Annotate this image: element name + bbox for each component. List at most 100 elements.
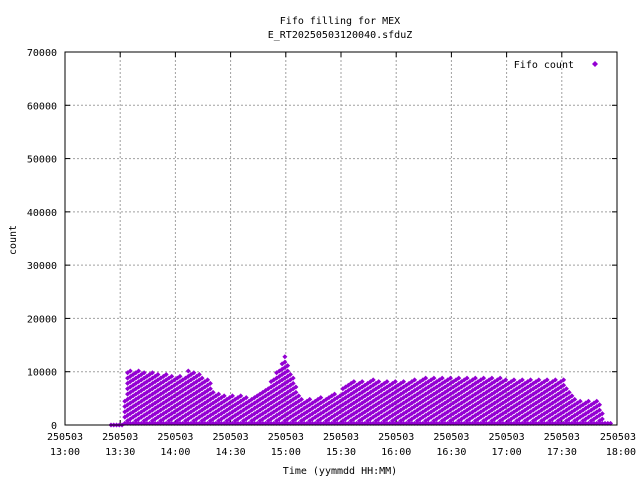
- data-point: [497, 375, 503, 381]
- data-point: [392, 379, 398, 385]
- data-point: [196, 372, 202, 378]
- x-tick-label: 14:30: [216, 447, 246, 458]
- x-tick-label: 250503: [433, 432, 469, 443]
- data-point: [503, 377, 509, 383]
- data-point: [293, 384, 299, 390]
- y-tick-label: 70000: [27, 48, 57, 59]
- x-tick-label: 250503: [213, 432, 249, 443]
- data-point: [464, 375, 470, 381]
- legend-label: Fifo count: [514, 60, 574, 71]
- data-point: [243, 395, 249, 401]
- data-point: [141, 370, 147, 376]
- x-tick-label: 250503: [600, 432, 636, 443]
- data-point: [351, 379, 357, 385]
- x-tick-label: 250503: [268, 432, 304, 443]
- x-tick-label: 14:00: [160, 447, 190, 458]
- data-point: [127, 368, 133, 374]
- data-point: [489, 375, 495, 381]
- x-tick-label: 250503: [489, 432, 525, 443]
- y-tick-label: 40000: [27, 208, 57, 219]
- data-point: [376, 379, 382, 385]
- data-point: [199, 375, 205, 381]
- data-point: [169, 373, 175, 379]
- x-tick-label: 17:00: [492, 447, 522, 458]
- y-tick-label: 30000: [27, 261, 57, 272]
- y-tick-label: 0: [51, 421, 57, 432]
- data-point: [136, 368, 142, 374]
- data-point: [599, 416, 605, 422]
- data-point: [290, 375, 296, 381]
- data-point: [384, 379, 390, 385]
- data-point: [205, 377, 211, 383]
- data-point: [207, 386, 213, 392]
- data-point: [177, 373, 183, 379]
- data-point: [447, 375, 453, 381]
- x-tick-label: 16:00: [381, 447, 411, 458]
- x-tick-label: 250503: [378, 432, 414, 443]
- data-point: [210, 389, 216, 395]
- data-point: [561, 377, 567, 383]
- data-point: [282, 359, 288, 365]
- data-point: [296, 393, 302, 399]
- plot-frame: [64, 51, 618, 426]
- data-point: [577, 398, 583, 404]
- data-point: [566, 389, 572, 395]
- data-point: [370, 377, 376, 383]
- x-tick-label: 250503: [47, 432, 83, 443]
- data-point: [229, 393, 235, 399]
- data-point: [307, 396, 313, 402]
- y-tick-label: 50000: [27, 155, 57, 166]
- x-tick-label: 16:30: [436, 447, 466, 458]
- x-tick-label: 13:30: [105, 447, 135, 458]
- data-point: [597, 402, 603, 408]
- data-point: [285, 368, 291, 374]
- data-point: [563, 386, 569, 392]
- x-tick-label: 17:30: [547, 447, 577, 458]
- chart-title-line2: E_RT20250503120040.sfduZ: [268, 30, 413, 41]
- data-point: [544, 377, 550, 383]
- x-tick-label: 250503: [544, 432, 580, 443]
- x-tick-label: 250503: [323, 432, 359, 443]
- x-tick-label: 15:00: [271, 447, 301, 458]
- x-tick-label: 250503: [102, 432, 138, 443]
- data-point: [285, 363, 291, 369]
- chart-title-line1: Fifo filling for MEX: [280, 16, 400, 27]
- data-point: [519, 377, 525, 383]
- data-point: [238, 393, 244, 399]
- grid-lines: [65, 52, 617, 425]
- data-point: [318, 395, 324, 401]
- data-point: [298, 396, 304, 402]
- data-point: [456, 375, 462, 381]
- data-point: [287, 372, 293, 378]
- y-tick-label: 10000: [27, 368, 57, 379]
- data-point: [431, 375, 437, 381]
- x-tick-label: 18:00: [606, 447, 636, 458]
- data-point: [207, 380, 213, 386]
- data-point: [155, 372, 161, 378]
- data-point: [149, 370, 155, 376]
- legend-marker: [592, 61, 598, 67]
- data-point: [191, 370, 197, 376]
- data-point: [439, 375, 445, 381]
- data-point: [359, 379, 365, 385]
- y-tick-label: 60000: [27, 101, 57, 112]
- data-point: [163, 372, 169, 378]
- data-point: [572, 396, 578, 402]
- x-tick-label: 13:00: [50, 447, 80, 458]
- data-point: [585, 398, 591, 404]
- y-tick-label: 20000: [27, 314, 57, 325]
- series-fifo-count: [108, 354, 614, 428]
- data-point: [561, 382, 567, 388]
- data-point: [528, 377, 534, 383]
- data-point: [423, 375, 429, 381]
- data-point: [552, 377, 558, 383]
- data-point: [290, 380, 296, 386]
- data-point: [293, 389, 299, 395]
- data-point: [282, 354, 288, 360]
- data-point: [401, 379, 407, 385]
- data-point: [332, 391, 338, 397]
- data-point: [599, 411, 605, 417]
- data-point: [597, 407, 603, 413]
- data-point: [511, 377, 517, 383]
